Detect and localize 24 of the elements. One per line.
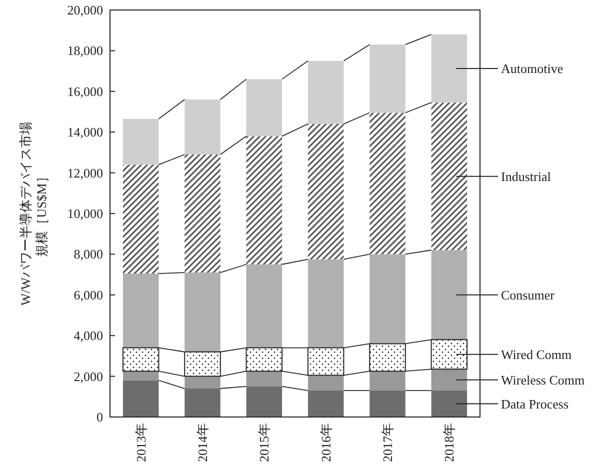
y-tick-label: 16,000 (67, 84, 103, 99)
y-tick-label: 8,000 (74, 246, 103, 262)
y-tick-label: 4,000 (74, 328, 103, 344)
y-tick-label: 2,000 (74, 368, 103, 384)
x-tick-label: 2017年 (380, 423, 395, 462)
y-axis-title: W/Wパワー半導体デバイス市場規模［US$M］ (18, 121, 49, 306)
text: Industrial (501, 168, 551, 184)
x-tick-label: 2018年 (442, 423, 457, 462)
y-tick-label: 20,000 (67, 2, 103, 18)
x-tick-label: 2014年 (195, 423, 210, 462)
text: Wired Comm (501, 346, 572, 362)
text: Consumer (501, 287, 554, 302)
text: Wireless Comm (501, 372, 585, 388)
text: Automotive (501, 61, 564, 76)
y-tick-label: 10,000 (67, 206, 103, 221)
y-tick-label: 18,000 (67, 43, 103, 58)
x-tick-label: 2015年 (256, 423, 272, 462)
text: Data Process (501, 396, 569, 412)
y-tick-label: 0 (96, 410, 103, 424)
y-tick-label: 6,000 (74, 287, 103, 302)
x-tick-label: 2016年 (318, 423, 334, 462)
x-tick-label: 2013年 (133, 423, 148, 462)
y-tick-label: 12,000 (67, 165, 103, 180)
y-tick-label: 14,000 (67, 124, 103, 140)
